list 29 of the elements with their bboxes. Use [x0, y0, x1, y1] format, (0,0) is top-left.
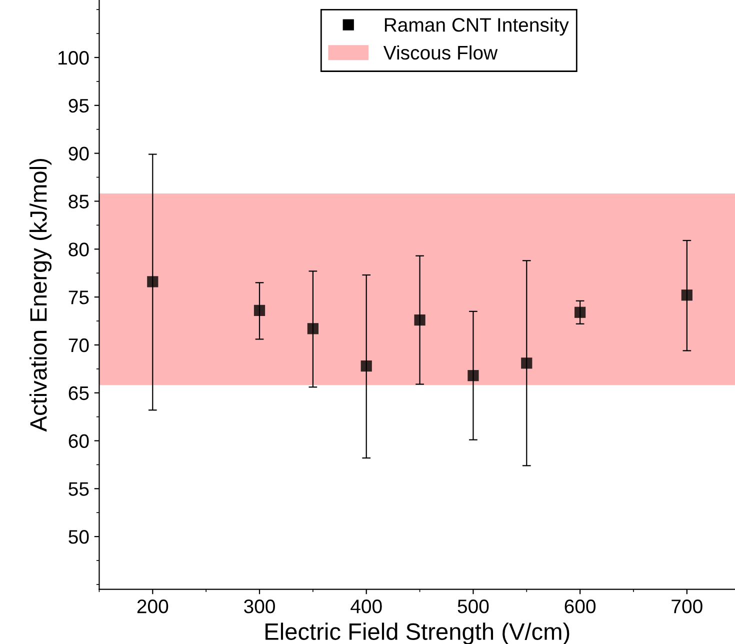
x-tick-label: 600	[564, 599, 596, 614]
x-tick-label: 300	[244, 599, 275, 614]
y-tick-label: 85	[68, 194, 89, 208]
legend-label: Raman CNT Intensity	[384, 18, 569, 36]
y-tick-label: 90	[68, 146, 89, 161]
y-tick-label: 60	[68, 434, 89, 448]
point	[521, 358, 532, 369]
point	[468, 370, 479, 382]
point	[414, 314, 426, 326]
point	[681, 290, 692, 301]
x-tick-label: 400	[350, 599, 382, 614]
point	[574, 306, 586, 318]
y-tick-label: 100	[58, 50, 89, 65]
point	[147, 276, 158, 288]
point	[307, 323, 318, 334]
point	[360, 360, 372, 372]
y-tick-label: 70	[68, 338, 89, 352]
x-tick-label: 500	[458, 599, 489, 614]
y-tick-label: 95	[68, 98, 89, 113]
y-axis-title: Activation Energy (kJ/mol)	[30, 158, 52, 432]
y-tick-label: 80	[68, 242, 89, 256]
y-tick-label: 65	[68, 386, 89, 400]
y-tick-label: 75	[68, 290, 89, 304]
point	[254, 304, 266, 316]
y-tick-label: 50	[68, 530, 89, 544]
x-tick-label: 200	[137, 599, 168, 614]
x-tick-label: 700	[672, 599, 702, 614]
legend-label: Viscous Flow	[383, 45, 498, 60]
y-tick-label: 55	[68, 482, 89, 496]
